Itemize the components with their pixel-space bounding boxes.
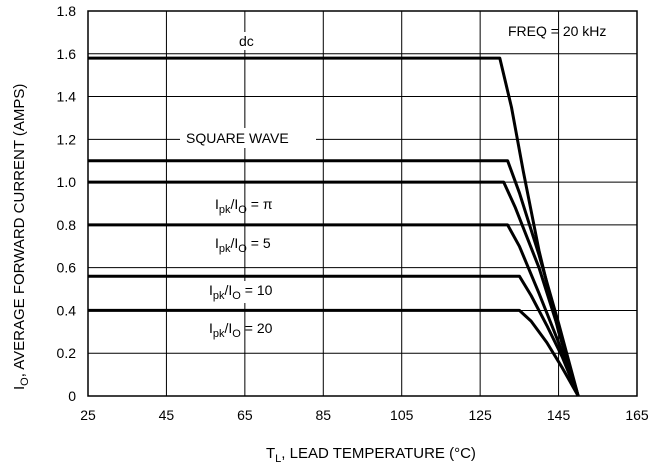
x-tick-label: 25 [80,407,96,423]
label-dc: dc [239,33,254,49]
y-tick-label: 1.6 [57,46,77,62]
series-line-1 [88,159,580,397]
series-line-4 [88,274,580,397]
y-tick-label: 1.2 [57,131,77,147]
y-tick-label: 1.4 [57,89,77,105]
x-tick-labels: 25 45 65 85 105 125 145 165 [80,407,649,423]
y-tick-label: 1.8 [57,3,77,19]
x-axis-title: TL, LEAD TEMPERATURE (°C) [266,445,476,465]
label-10-bg [202,281,320,303]
label-ipk-5: Ipk/IO = 5 [215,235,271,255]
x-tick-label: 145 [547,407,571,423]
dc-label-bg [233,32,261,50]
y-axis-title: IO, AVERAGE FORWARD CURRENT (AMPS) [11,84,31,390]
x-tick-label: 125 [468,407,492,423]
series-line-3 [88,223,580,397]
frequency-annotation: FREQ = 20 kHz [508,23,606,39]
square-label-bg [180,128,316,148]
y-tick-label: 0.2 [57,345,77,361]
y-tick-label: 0 [68,388,76,404]
series-line-0 [88,56,580,397]
label-ipk-10: Ipk/IO = 10 [209,282,273,302]
x-tick-label: 45 [159,407,175,423]
label-ipk-20: Ipk/IO = 20 [209,320,273,340]
label-square-wave: SQUARE WAVE [186,130,289,146]
curve-labels: dc SQUARE WAVE Ipk/IO = π Ipk/IO = 5 Ipk… [180,32,320,340]
x-tick-label: 105 [390,407,414,423]
series-line-5 [88,308,580,397]
y-tick-labels: 0 0.2 0.4 0.6 0.8 1.0 1.2 1.4 1.6 1.8 [57,3,77,404]
x-tick-label: 65 [237,407,253,423]
y-tick-label: 0.6 [57,260,77,276]
x-tick-label: 85 [315,407,331,423]
plot-frame [87,10,638,397]
series-line-2 [88,180,580,397]
y-tick-label: 1.0 [57,174,77,190]
y-tick-label: 0.8 [57,217,77,233]
label-ipk-pi: Ipk/IO = π [215,196,273,216]
y-tick-label: 0.4 [57,302,77,318]
series-lines [88,56,580,397]
x-tick-label: 165 [625,407,649,423]
